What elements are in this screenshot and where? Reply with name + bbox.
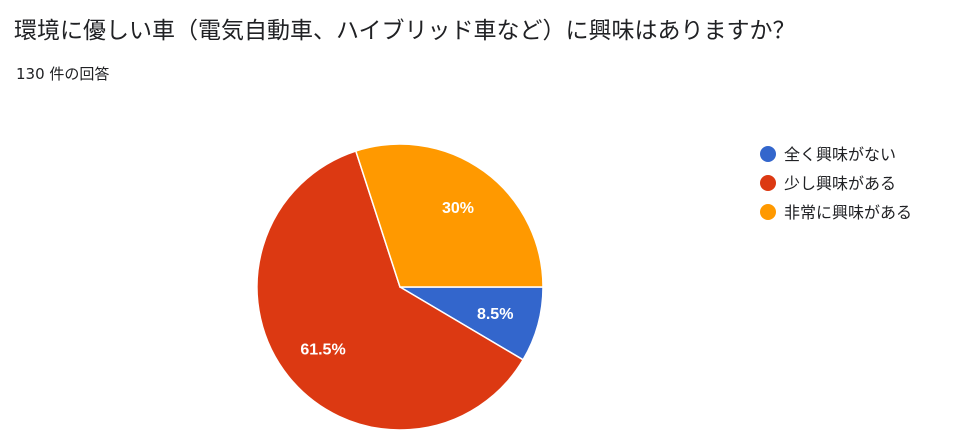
legend-label: 非常に興味がある xyxy=(784,203,912,222)
response-count: 130 件の回答 xyxy=(16,65,110,83)
slice-percent-label: 30% xyxy=(442,200,474,217)
legend-swatch xyxy=(760,204,776,220)
legend-label: 少し興味がある xyxy=(784,174,896,193)
legend-item[interactable]: 全く興味がない xyxy=(760,145,896,164)
slice-percent-label: 8.5% xyxy=(477,306,513,323)
pie-slices xyxy=(256,143,544,431)
pie-slice-2 xyxy=(256,150,525,431)
legend-swatch xyxy=(760,175,776,191)
pie-slice-3 xyxy=(354,143,544,288)
slice-percent-label: 61.5% xyxy=(300,342,345,359)
legend-label: 全く興味がない xyxy=(784,145,896,164)
legend-item[interactable]: 非常に興味がある xyxy=(760,203,912,222)
legend-swatch xyxy=(760,146,776,162)
question-title: 環境に優しい車（電気自動車、ハイブリッド車など）に興味はありますか？ xyxy=(14,18,796,44)
legend-item[interactable]: 少し興味がある xyxy=(760,174,896,193)
pie-slice-labels: 8.5% 61.5% 30% xyxy=(300,200,513,359)
